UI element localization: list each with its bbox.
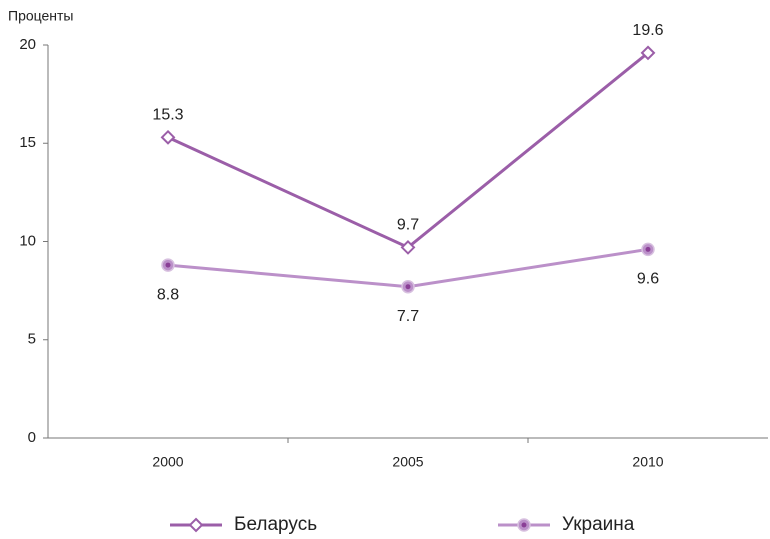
legend-marker — [188, 517, 204, 533]
point-dot — [165, 262, 171, 268]
point-dot — [645, 246, 651, 252]
data-label: 9.7 — [397, 217, 419, 234]
point — [640, 45, 656, 61]
y-tick-label: 5 — [28, 331, 36, 348]
point — [400, 239, 416, 255]
data-label: 7.7 — [397, 308, 419, 325]
y-tick-label: 10 — [19, 232, 36, 249]
point-dot — [405, 284, 411, 290]
legend-label: Украина — [562, 514, 635, 535]
data-label: 9.6 — [637, 271, 659, 288]
x-tick-label: 2005 — [392, 454, 423, 470]
y-tick-label: 0 — [28, 429, 36, 446]
legend-label: Беларусь — [234, 514, 317, 535]
data-label: 19.6 — [632, 22, 663, 39]
y-axis-label: Проценты — [8, 8, 74, 24]
point — [160, 129, 176, 145]
data-label: 8.8 — [157, 286, 179, 303]
data-label: 15.3 — [152, 107, 183, 124]
x-tick-label: 2010 — [632, 454, 663, 470]
y-tick-label: 20 — [19, 36, 36, 53]
x-tick-label: 2000 — [152, 454, 183, 470]
legend-marker-dot — [521, 522, 527, 528]
y-tick-label: 15 — [19, 134, 36, 151]
